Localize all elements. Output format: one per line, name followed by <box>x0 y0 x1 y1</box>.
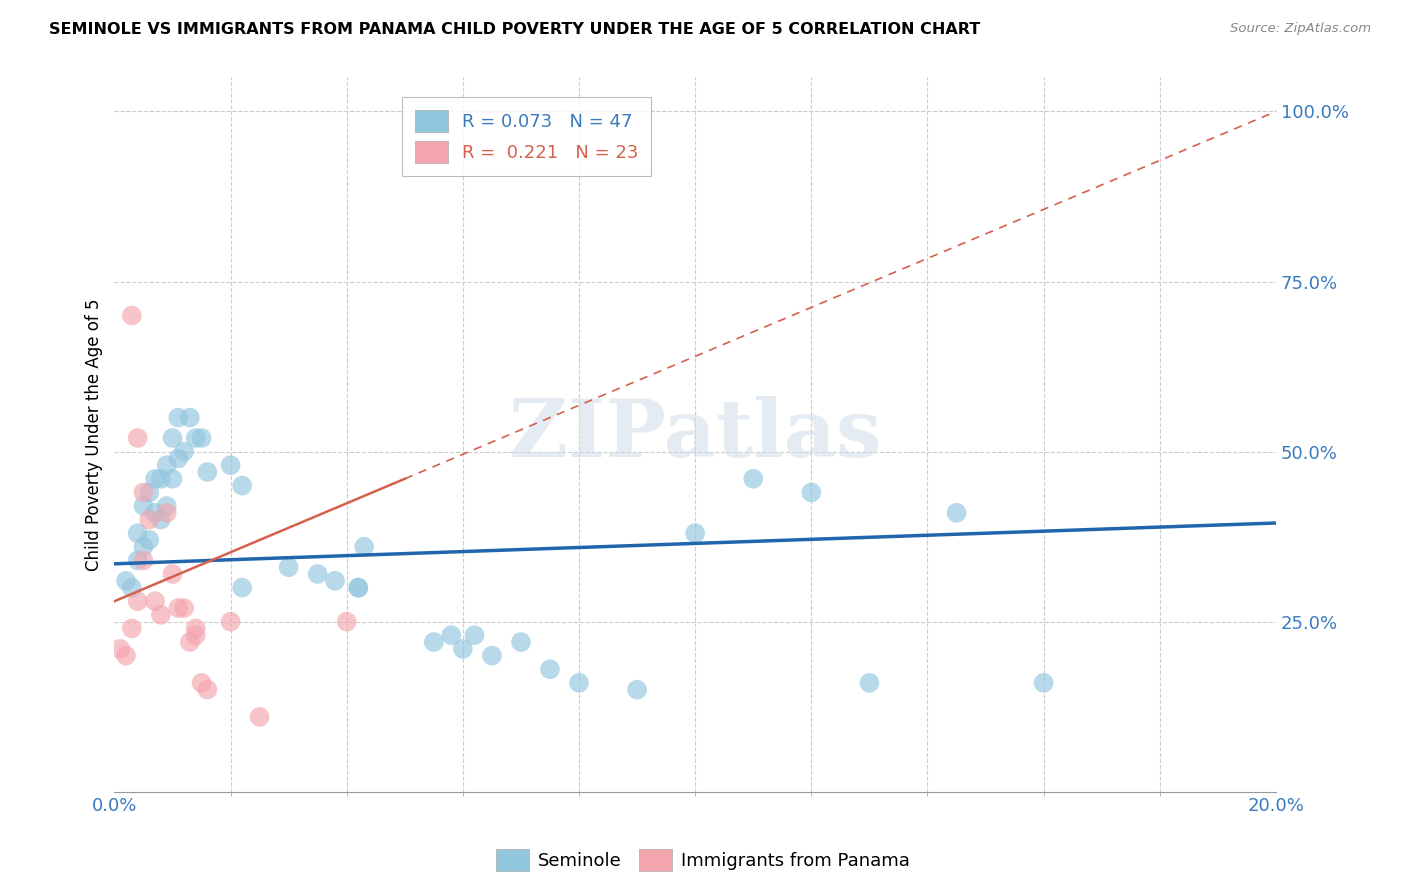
Point <box>127 526 149 541</box>
Point <box>190 431 212 445</box>
Point <box>149 607 172 622</box>
Point <box>143 506 166 520</box>
Point <box>347 581 370 595</box>
Point <box>945 506 967 520</box>
Point <box>195 682 218 697</box>
Point <box>179 635 201 649</box>
Point <box>481 648 503 663</box>
Point <box>463 628 485 642</box>
Point <box>138 533 160 547</box>
Point <box>353 540 375 554</box>
Point <box>162 567 184 582</box>
Point <box>179 410 201 425</box>
Point <box>138 513 160 527</box>
Point <box>127 553 149 567</box>
Point <box>277 560 299 574</box>
Point <box>451 641 474 656</box>
Point <box>149 472 172 486</box>
Point <box>143 594 166 608</box>
Y-axis label: Child Poverty Under the Age of 5: Child Poverty Under the Age of 5 <box>86 298 103 571</box>
Text: Source: ZipAtlas.com: Source: ZipAtlas.com <box>1230 22 1371 36</box>
Point <box>156 499 179 513</box>
Point <box>121 581 143 595</box>
Point <box>858 676 880 690</box>
Point <box>336 615 359 629</box>
Point <box>143 472 166 486</box>
Point <box>132 553 155 567</box>
Point <box>307 567 329 582</box>
Point <box>127 431 149 445</box>
Point <box>683 526 706 541</box>
Point <box>173 601 195 615</box>
Point <box>219 615 242 629</box>
Point <box>1032 676 1054 690</box>
Point <box>440 628 463 642</box>
Point <box>173 444 195 458</box>
Point <box>162 472 184 486</box>
Legend: Seminole, Immigrants from Panama: Seminole, Immigrants from Panama <box>489 842 917 879</box>
Point <box>121 309 143 323</box>
Point <box>184 431 207 445</box>
Point <box>423 635 446 649</box>
Point <box>231 581 253 595</box>
Point <box>219 458 242 473</box>
Point <box>167 451 190 466</box>
Point <box>167 410 190 425</box>
Point <box>510 635 533 649</box>
Point <box>162 431 184 445</box>
Point <box>115 648 138 663</box>
Point <box>156 458 179 473</box>
Point <box>231 478 253 492</box>
Legend: R = 0.073   N = 47, R =  0.221   N = 23: R = 0.073 N = 47, R = 0.221 N = 23 <box>402 97 651 176</box>
Point <box>195 465 218 479</box>
Point <box>347 581 370 595</box>
Point <box>115 574 138 588</box>
Point <box>190 676 212 690</box>
Point <box>249 710 271 724</box>
Point <box>800 485 823 500</box>
Point <box>121 622 143 636</box>
Point <box>156 506 179 520</box>
Point <box>127 594 149 608</box>
Point <box>138 485 160 500</box>
Text: ZIPatlas: ZIPatlas <box>509 395 882 474</box>
Point <box>132 499 155 513</box>
Point <box>149 513 172 527</box>
Text: SEMINOLE VS IMMIGRANTS FROM PANAMA CHILD POVERTY UNDER THE AGE OF 5 CORRELATION : SEMINOLE VS IMMIGRANTS FROM PANAMA CHILD… <box>49 22 980 37</box>
Point <box>323 574 346 588</box>
Point <box>626 682 648 697</box>
Point <box>110 641 132 656</box>
Point <box>538 662 561 676</box>
Point <box>568 676 591 690</box>
Point <box>742 472 765 486</box>
Point <box>184 622 207 636</box>
Point <box>132 485 155 500</box>
Point <box>167 601 190 615</box>
Point <box>132 540 155 554</box>
Point <box>184 628 207 642</box>
